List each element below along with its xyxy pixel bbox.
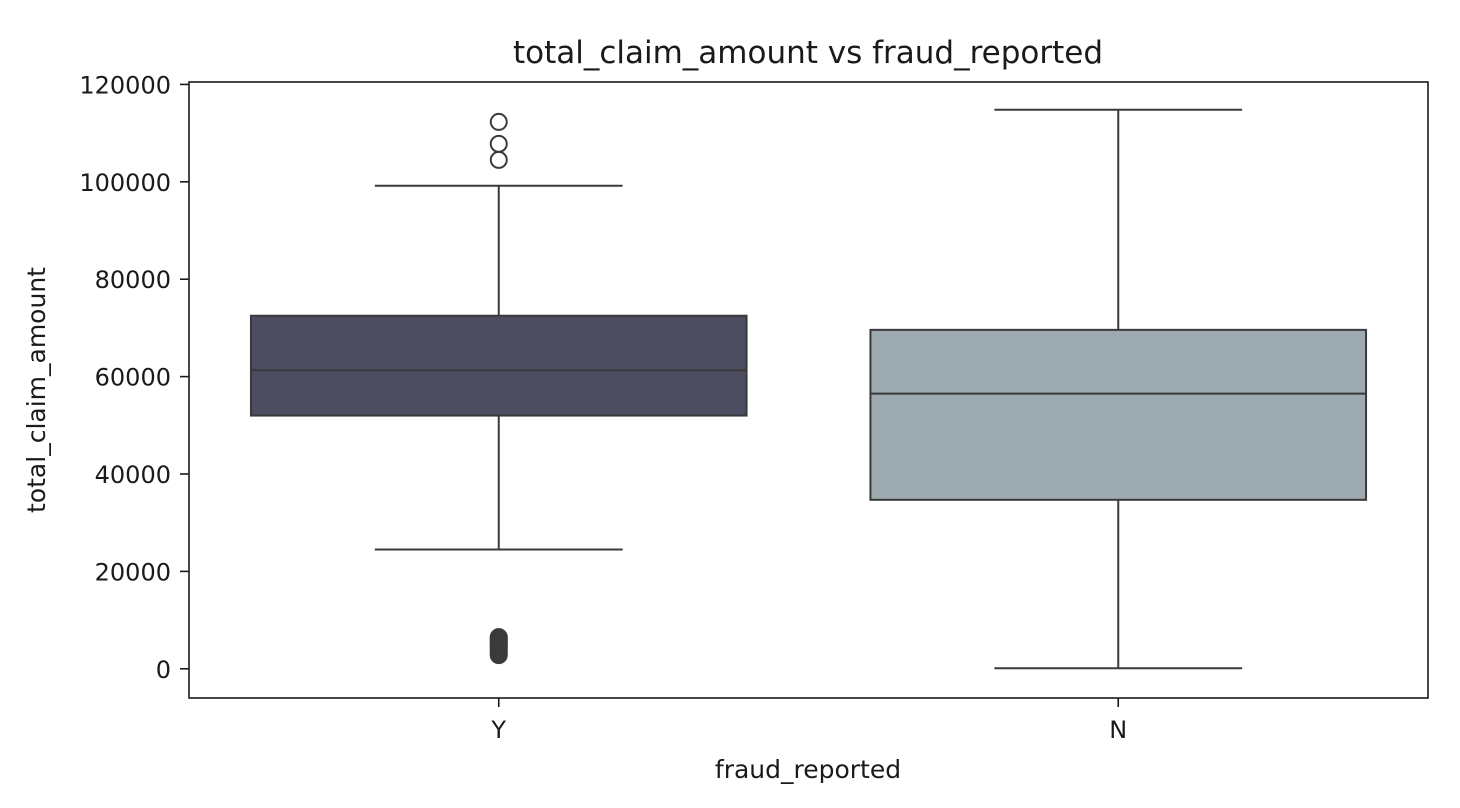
outlier-point	[489, 150, 508, 169]
x-tick-label: N	[1109, 716, 1127, 744]
y-tick-label: 20000	[95, 558, 171, 586]
box-iqr	[869, 328, 1368, 501]
plot-area	[249, 108, 1368, 670]
y-axis: 0 20000 40000 60000 80000 100000 120000	[79, 71, 189, 684]
box-group-N	[869, 108, 1368, 670]
y-tick-label: 100000	[79, 169, 171, 197]
y-tick-label: 40000	[95, 461, 171, 489]
box-iqr	[249, 314, 748, 417]
y-tick-label: 60000	[95, 364, 171, 392]
outlier-point	[489, 112, 508, 131]
x-tick-label: Y	[490, 716, 506, 744]
y-tick-label: 80000	[95, 266, 171, 294]
outlier-point	[489, 134, 508, 153]
y-tick-label: 0	[156, 656, 171, 684]
box-group-Y	[249, 112, 748, 665]
outlier-point	[489, 628, 508, 647]
chart-title: total_claim_amount vs fraud_reported	[513, 35, 1103, 71]
x-axis-label: fraud_reported	[715, 755, 901, 784]
y-axis-label: total_claim_amount	[22, 267, 51, 513]
plot-frame	[188, 81, 1429, 699]
y-tick-label: 120000	[79, 71, 171, 99]
